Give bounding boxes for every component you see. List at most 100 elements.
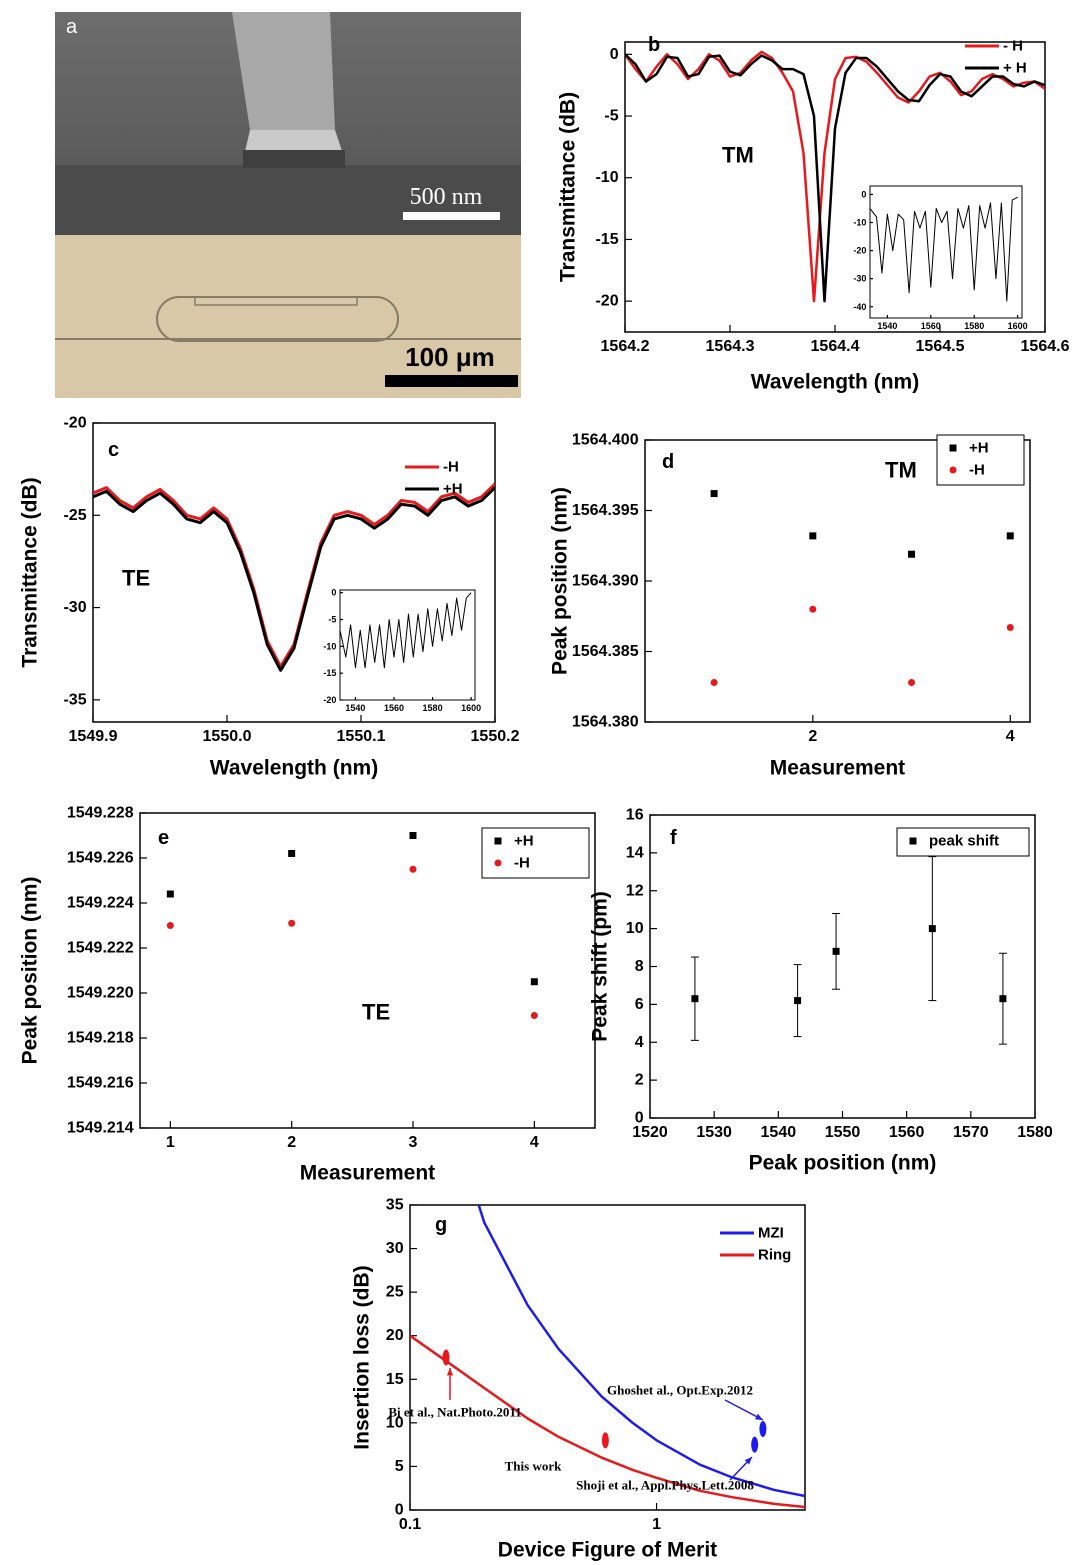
x-axis-title: Device Figure of Merit xyxy=(498,1539,717,1562)
x-tick-label: 1564.3 xyxy=(706,338,755,355)
y-tick-label: -5 xyxy=(328,615,336,625)
x-tick-label: 1560 xyxy=(889,1124,925,1141)
panel: 1520 1530 1540 1550 1560 1570 1580 0 2 4 6 8 10 12 14 1… xyxy=(589,807,1053,1175)
x-tick-label: 1550.2 xyxy=(471,728,520,745)
annotation: TE xyxy=(122,566,150,591)
panel-label: a xyxy=(66,16,78,38)
x-tick-label: 1530 xyxy=(696,1124,732,1141)
legend-swatch xyxy=(909,837,917,845)
y-tick-label: -40 xyxy=(853,302,866,312)
x-axis-title: Wavelength (nm) xyxy=(751,371,919,394)
y-axis-title: Peak position (nm) xyxy=(549,487,572,675)
point xyxy=(691,995,699,1003)
x-tick-label: 1600 xyxy=(1008,321,1028,331)
y-tick-label: -15 xyxy=(595,231,618,248)
legend-swatch xyxy=(494,859,502,867)
x-tick-label: 2 xyxy=(287,1134,296,1151)
x-tick-label: 1570 xyxy=(953,1124,989,1141)
y-tick-label: 1564.395 xyxy=(572,502,639,519)
y-tick-label: 0 xyxy=(331,588,336,598)
panel-label: d xyxy=(662,451,674,473)
x-tick-label: 1540 xyxy=(345,703,365,713)
panel: 1 2 3 4 1549.214 1549.216 1549.218 1549.220 1549… xyxy=(19,805,596,1185)
y-tick-label: -5 xyxy=(604,108,618,125)
legend-label: +H xyxy=(969,440,989,457)
x-tick-label: 1564.6 xyxy=(1021,338,1070,355)
y-tick-label: -20 xyxy=(595,293,618,310)
point xyxy=(409,832,417,839)
y-axis-title: Peak shift (pm) xyxy=(589,891,612,1042)
legend-box xyxy=(896,827,1030,857)
x-tick-label: 1550.0 xyxy=(203,728,252,745)
panel-label: g xyxy=(435,1214,447,1236)
point xyxy=(166,922,174,929)
panel-label: c xyxy=(108,439,119,461)
x-axis-title: Measurement xyxy=(300,1162,435,1185)
y-tick-label: -25 xyxy=(63,507,86,524)
y-tick-label: 5 xyxy=(395,1458,404,1475)
point xyxy=(288,850,296,857)
x-tick-label: 1540 xyxy=(761,1124,797,1141)
data-line xyxy=(870,196,1018,302)
point xyxy=(809,532,817,540)
y-tick-label: 0 xyxy=(610,46,619,63)
x-axis-title: Wavelength (nm) xyxy=(210,757,378,780)
legend-swatch xyxy=(494,837,502,845)
y-tick-label: -20 xyxy=(853,246,866,256)
y-axis-title: Insertion loss (dB) xyxy=(351,1265,374,1449)
scale-label: 500 nm xyxy=(410,184,483,210)
point xyxy=(751,1436,759,1453)
point xyxy=(442,1349,450,1366)
axes-frame xyxy=(649,814,1036,1119)
legend-label: +H xyxy=(514,833,534,850)
x-tick-label: 1580 xyxy=(964,321,984,331)
annotation: Bi et al., Nat.Photo.2011 xyxy=(388,1405,521,1420)
x-tick-label: 1560 xyxy=(384,703,404,713)
arrow-head xyxy=(744,1457,752,1465)
y-tick-label: 8 xyxy=(635,958,644,975)
arrow-head xyxy=(446,1368,454,1376)
annotation: Ghoshet al., Opt.Exp.2012 xyxy=(607,1383,753,1398)
legend-label: -H xyxy=(514,855,530,872)
legend-box xyxy=(481,827,590,879)
y-tick-label: 10 xyxy=(386,1414,404,1431)
point xyxy=(1006,624,1014,632)
legend-label: -H xyxy=(443,459,459,476)
annotation: TM xyxy=(722,143,754,168)
data-line xyxy=(340,592,472,669)
annotation: TE xyxy=(362,1000,390,1025)
x-axis-title: Peak position (nm) xyxy=(749,1152,937,1175)
y-tick-label: 0 xyxy=(395,1502,404,1519)
y-tick-label: 0 xyxy=(635,1110,644,1127)
y-tick-label: 1549.214 xyxy=(67,1120,134,1137)
legend-label: peak shift xyxy=(929,833,999,850)
x-tick-label: 3 xyxy=(409,1134,418,1151)
legend-label: + H xyxy=(1003,60,1027,77)
y-tick-label: -35 xyxy=(63,691,86,708)
x-tick-label: 1520 xyxy=(632,1124,668,1141)
x-tick-label: 1 xyxy=(652,1516,661,1533)
x-tick-label: 1564.5 xyxy=(916,338,965,355)
data-line xyxy=(93,486,495,672)
axes-frame xyxy=(869,185,1023,319)
y-tick-label: 6 xyxy=(635,996,644,1013)
point xyxy=(794,997,802,1005)
y-tick-label: 16 xyxy=(626,807,644,824)
legend-label: +H xyxy=(443,481,463,498)
point xyxy=(409,865,417,873)
axes-frame xyxy=(644,439,1031,723)
panel: 1564.2 1564.3 1564.4 1564.5 1564.6 0 -5 -10 -15 -… xyxy=(557,34,1070,394)
scale-label: 100 μm xyxy=(405,342,495,372)
arrow-head xyxy=(755,1413,763,1420)
panel: 1549.9 1550.0 1550.1 1550.2 -20 -25 -30 -35 1540… xyxy=(19,415,520,780)
annotation: This work xyxy=(505,1459,562,1474)
y-tick-label: 20 xyxy=(386,1327,404,1344)
y-tick-label: 14 xyxy=(626,844,644,861)
panel-label: e xyxy=(158,827,169,849)
point xyxy=(288,919,296,927)
y-tick-label: 4 xyxy=(635,1034,644,1051)
scale-bar xyxy=(385,375,518,387)
y-tick-label: -20 xyxy=(323,695,336,705)
point xyxy=(809,605,817,613)
